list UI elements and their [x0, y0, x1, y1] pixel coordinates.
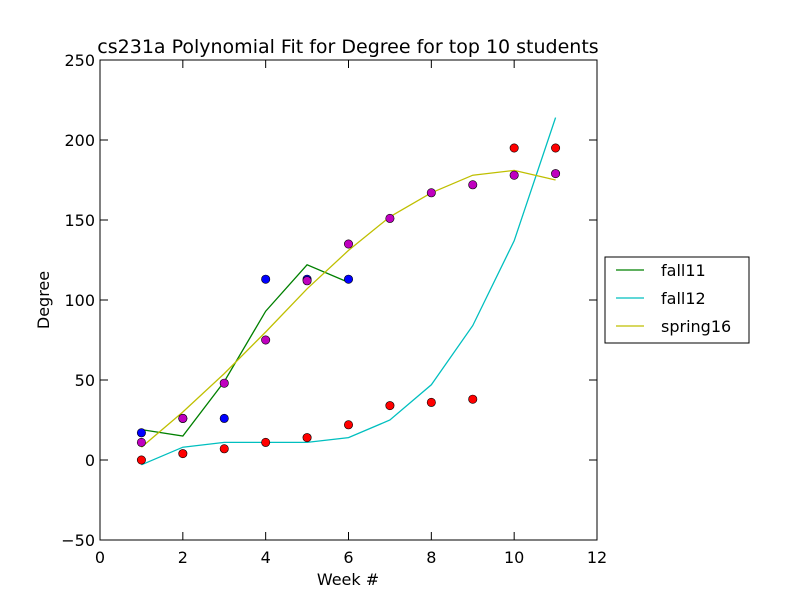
x-tick-label-5: 10	[504, 548, 524, 567]
x-tick-label-3: 6	[343, 548, 353, 567]
legend-label-spring16: spring16	[661, 317, 731, 336]
legend-label-fall11: fall11	[661, 261, 706, 280]
chart-title: cs231a Polynomial Fit for Degree for top…	[97, 36, 598, 58]
legend-label-fall12: fall12	[661, 289, 706, 308]
data-point-fall11-0	[136, 428, 146, 438]
data-point-spring16-0	[136, 437, 146, 447]
data-point-fall12-6	[385, 401, 395, 411]
y-tick-label-1: 0	[85, 451, 95, 470]
data-point-spring16-1	[178, 413, 188, 423]
legend: fall11 fall12 spring16	[604, 256, 750, 344]
data-point-spring16-3	[261, 335, 271, 345]
y-tick-label-4: 150	[64, 211, 95, 230]
data-point-fall12-4	[302, 433, 312, 443]
data-point-spring16-2	[219, 378, 229, 388]
x-tick-label-2: 4	[261, 548, 271, 567]
y-axis-label: Degree	[34, 271, 53, 329]
series-line-spring16	[140, 169, 556, 448]
points-layer	[136, 143, 561, 465]
series-layer	[140, 117, 557, 466]
x-tick-label-6: 12	[587, 548, 607, 567]
y-tick-label-5: 200	[64, 131, 95, 150]
data-point-fall12-10	[551, 143, 561, 153]
x-tick-label-0: 0	[95, 548, 105, 567]
plot-area-frame	[99, 59, 598, 541]
series-line-fall11	[141, 264, 349, 437]
data-point-fall12-5	[343, 420, 353, 430]
data-point-fall12-3	[261, 437, 271, 447]
y-tick-label-0: −50	[61, 531, 95, 550]
data-point-fall12-8	[468, 394, 478, 404]
data-point-fall12-0	[136, 455, 146, 465]
x-axis-label: Week #	[317, 570, 379, 589]
data-point-fall12-7	[426, 397, 436, 407]
data-point-fall11-3	[261, 274, 271, 284]
y-tick-label-2: 50	[75, 371, 95, 390]
data-point-spring16-5	[343, 239, 353, 249]
legend-box	[604, 256, 750, 344]
data-point-fall11-5	[343, 274, 353, 284]
x-tick-label-4: 8	[426, 548, 436, 567]
series-line-fall12	[141, 117, 557, 466]
data-point-fall11-2	[219, 413, 229, 423]
data-point-fall12-9	[509, 143, 519, 153]
data-point-spring16-7	[426, 188, 436, 198]
data-point-fall12-1	[178, 449, 188, 459]
x-tick-label-1: 2	[178, 548, 188, 567]
y-tick-label-3: 100	[64, 291, 95, 310]
data-point-spring16-9	[509, 170, 519, 180]
data-point-spring16-8	[468, 180, 478, 190]
data-point-fall12-2	[219, 444, 229, 454]
y-tick-label-6: 250	[64, 51, 95, 70]
data-point-spring16-6	[385, 213, 395, 223]
data-point-spring16-4	[302, 276, 312, 286]
data-point-spring16-10	[551, 169, 561, 179]
